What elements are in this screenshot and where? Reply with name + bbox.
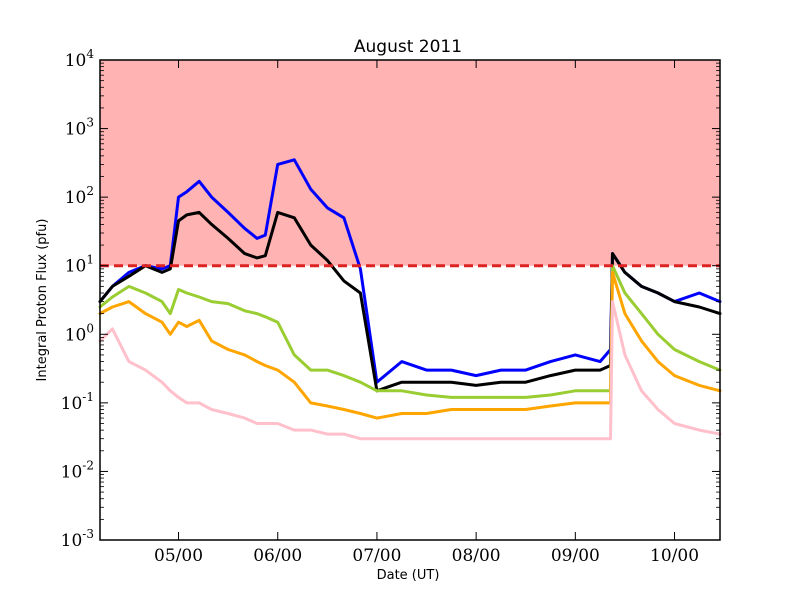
- axes: 10-3 10-2 10-1 100 101 102 103 104 05/00 06/00 07/…: [61, 47, 721, 566]
- x-tick-label: 05/00: [154, 546, 203, 566]
- y-tick-label: 101: [65, 253, 94, 277]
- y-tick-label: 104: [65, 47, 95, 71]
- x-tick-label: 06/00: [253, 546, 302, 566]
- y-tick-label: 10-1: [61, 390, 94, 414]
- alert-shaded-region: [100, 60, 720, 266]
- series-line-4: [98, 270, 722, 420]
- x-tick-label: 09/00: [551, 546, 600, 566]
- x-tick-label: 08/00: [452, 546, 501, 566]
- x-tick-label: 10/00: [650, 546, 699, 566]
- series-line-5: [98, 300, 722, 441]
- x-axis-label: Date (UT): [377, 568, 440, 583]
- y-tick-label: 103: [65, 116, 94, 140]
- chart-title: August 2011: [354, 37, 462, 57]
- y-axis-label: Integral Proton Flux (pfu): [35, 219, 50, 382]
- y-tick-label: 10-3: [61, 527, 94, 551]
- plot-frame: [99, 59, 721, 541]
- y-tick-label: 10-2: [61, 458, 94, 482]
- y-tick-label: 102: [65, 184, 94, 208]
- plot-area: [98, 60, 722, 441]
- x-tick-label: 07/00: [352, 546, 401, 566]
- y-tick-label: 100: [65, 321, 94, 345]
